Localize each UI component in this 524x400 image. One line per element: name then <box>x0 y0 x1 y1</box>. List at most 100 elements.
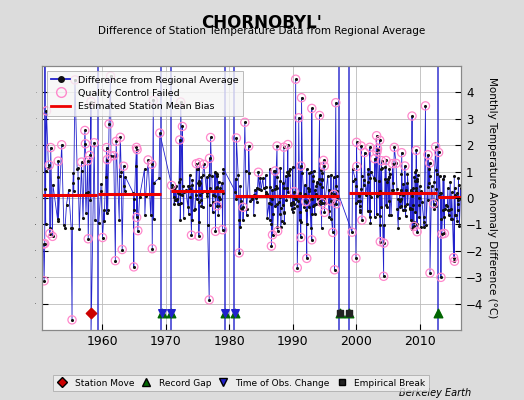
Point <box>40 278 48 284</box>
Point <box>100 218 108 224</box>
Point <box>450 258 458 264</box>
Point <box>424 166 433 173</box>
Point <box>232 196 241 203</box>
Point <box>307 225 315 231</box>
Point <box>376 137 384 144</box>
Point <box>73 166 81 172</box>
Point <box>376 137 384 144</box>
Point <box>95 220 103 226</box>
Point <box>373 146 381 152</box>
Point <box>196 180 204 186</box>
Point <box>413 178 421 184</box>
Point <box>430 178 439 185</box>
Point <box>375 213 384 219</box>
Point <box>381 202 390 208</box>
Point <box>290 188 298 195</box>
Point <box>187 232 195 238</box>
Point <box>308 237 316 243</box>
Point <box>408 206 416 212</box>
Point <box>194 178 203 184</box>
Point <box>261 184 270 190</box>
Point <box>257 187 265 194</box>
Point <box>377 158 386 164</box>
Point <box>446 178 454 185</box>
Point <box>102 144 111 151</box>
Point <box>292 195 300 202</box>
Point <box>437 274 445 280</box>
Point <box>112 138 121 144</box>
Point <box>313 195 322 202</box>
Point <box>198 189 206 195</box>
Point <box>266 184 275 190</box>
Point <box>235 250 243 256</box>
Point <box>450 173 458 179</box>
Point <box>398 150 406 156</box>
Point <box>106 73 115 79</box>
Point <box>361 149 369 156</box>
Point <box>191 192 200 198</box>
Point <box>197 174 205 180</box>
Point <box>179 182 187 189</box>
Point <box>314 201 323 207</box>
Point <box>167 310 176 316</box>
Point <box>277 224 285 230</box>
Point <box>429 200 438 207</box>
Point <box>40 240 49 247</box>
Text: CHORNOBYL': CHORNOBYL' <box>202 14 322 32</box>
Point <box>47 144 55 151</box>
Point <box>332 100 340 106</box>
Point <box>424 184 432 190</box>
Point <box>271 168 279 174</box>
Point <box>376 222 384 228</box>
Point <box>83 158 92 164</box>
Point <box>408 202 417 209</box>
Point <box>431 144 440 150</box>
Point <box>425 173 434 179</box>
Point <box>90 140 99 146</box>
Point <box>58 142 66 148</box>
Point <box>443 202 452 209</box>
Point <box>41 186 49 193</box>
Point <box>276 205 285 211</box>
Point <box>412 185 420 192</box>
Point <box>70 188 78 194</box>
Point <box>188 182 196 188</box>
Point <box>48 233 57 240</box>
Point <box>330 191 338 198</box>
Point <box>400 206 409 213</box>
Point <box>358 217 366 223</box>
Point <box>64 186 73 193</box>
Point <box>42 108 51 114</box>
Point <box>155 175 163 182</box>
Point <box>454 175 463 181</box>
Point <box>41 168 50 174</box>
Point <box>268 196 277 202</box>
Point <box>84 236 92 242</box>
Point <box>208 173 216 180</box>
Point <box>411 178 419 184</box>
Point <box>305 170 313 177</box>
Point <box>103 210 111 216</box>
Point <box>417 224 425 230</box>
Point <box>170 200 178 207</box>
Point <box>121 188 129 194</box>
Point <box>315 112 324 119</box>
Point <box>451 212 460 218</box>
Point <box>216 185 224 191</box>
Point <box>318 193 326 200</box>
Point <box>385 174 393 180</box>
Point <box>259 175 267 182</box>
Point <box>252 195 260 201</box>
Point <box>67 225 75 231</box>
Point <box>156 130 164 136</box>
Point <box>424 179 433 186</box>
Point <box>308 237 316 243</box>
Point <box>263 190 271 197</box>
Point <box>69 180 77 186</box>
Point <box>180 188 188 195</box>
Point <box>434 149 443 156</box>
Point <box>376 238 385 245</box>
Point <box>90 140 99 146</box>
Point <box>135 194 144 200</box>
Point <box>41 50 49 57</box>
